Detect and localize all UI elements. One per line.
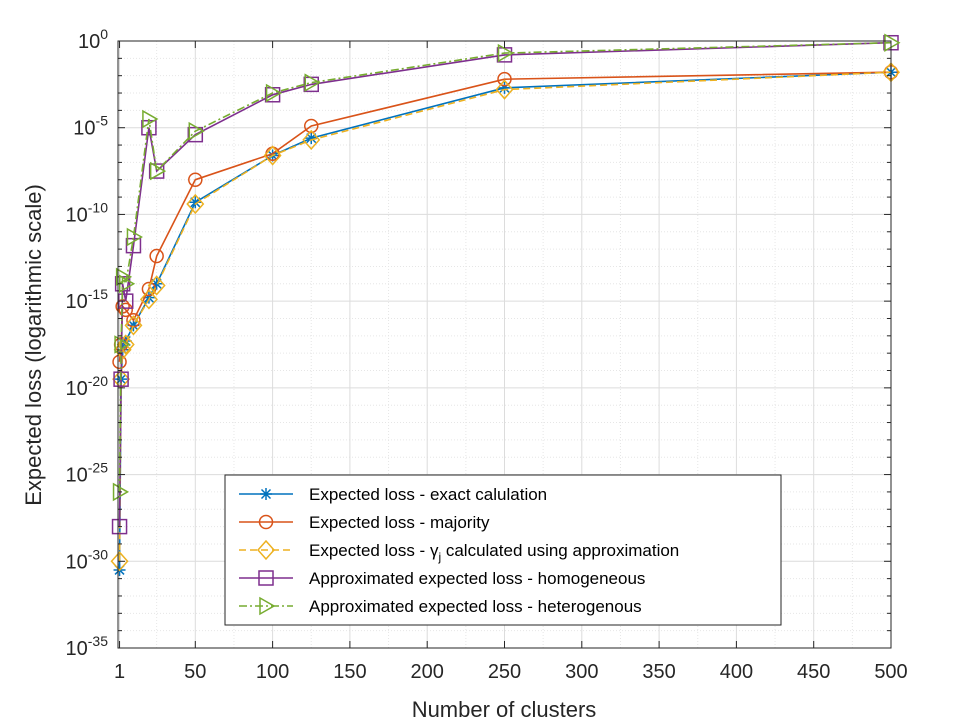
legend-label: Expected loss - γj calculated using appr…: [309, 541, 679, 564]
x-tick-label: 500: [874, 661, 907, 683]
x-axis-label: Number of clusters: [412, 697, 597, 722]
data-point: [497, 43, 515, 63]
data-point: [147, 275, 166, 296]
data-point: [265, 83, 283, 103]
data-point: [188, 121, 205, 141]
legend-label: Approximated expected loss - homogeneous: [309, 569, 645, 588]
data-point: [186, 193, 205, 215]
data-point: [304, 73, 321, 92]
x-tick-labels: 1 50 100 150 200 250 300 350 400 450 500: [114, 661, 908, 683]
y-tick-label: 10-5: [73, 113, 108, 140]
data-point: [111, 518, 128, 535]
data-point: [189, 196, 202, 209]
data-point: [142, 109, 159, 129]
legend-marker: [256, 539, 276, 561]
legend-label: Approximated expected loss - heterogenou…: [309, 597, 642, 616]
y-tick-label: 10-30: [66, 546, 109, 573]
x-tick-label: 150: [333, 661, 366, 683]
legend-label: Expected loss - majority: [309, 513, 490, 532]
y-tick-label: 10-20: [66, 373, 109, 400]
x-tick-label: 250: [488, 661, 521, 683]
data-point: [304, 118, 319, 134]
y-tick-labels: 100 10-5 10-10 10-15 10-20 10-25 10-30 10-35: [66, 26, 109, 660]
x-tick-label: 200: [411, 661, 444, 683]
data-point: [149, 248, 164, 264]
series-line: [118, 71, 892, 562]
y-tick-label: 10-25: [66, 460, 109, 487]
legend-marker: [259, 596, 276, 616]
legend-marker: [258, 570, 274, 586]
y-tick-label: 100: [78, 26, 108, 53]
data-point: [305, 132, 318, 145]
data-point: [126, 227, 143, 247]
data-point: [118, 302, 133, 318]
data-point: [114, 335, 131, 354]
data-point: [884, 33, 901, 53]
axes: [117, 40, 892, 649]
series-5: [112, 33, 901, 502]
x-tick-label: 100: [256, 661, 289, 683]
data-point: [110, 551, 129, 572]
data-point: [302, 129, 321, 150]
data-point: [112, 482, 130, 502]
legend-marker: [260, 488, 272, 500]
x-tick-label: 1: [114, 661, 125, 683]
data-point: [139, 289, 158, 310]
data-point: [187, 126, 204, 143]
y-axis-label: Expected loss (logarithmic scale): [21, 184, 46, 506]
x-tick-label: 400: [720, 661, 753, 683]
y-tick-label: 10-15: [66, 286, 109, 313]
x-tick-label: 450: [797, 661, 830, 683]
data-point: [115, 267, 133, 287]
x-tick-label: 50: [184, 661, 206, 683]
y-tick-label: 10-10: [66, 199, 109, 226]
data-point: [113, 339, 132, 360]
legend-box: [224, 474, 782, 626]
data-point: [149, 161, 167, 181]
data-point: [263, 145, 282, 166]
legend-label: Expected loss - exact calulation: [309, 485, 547, 504]
y-tick-label: 10-35: [66, 633, 109, 660]
legend-marker: [258, 514, 274, 530]
x-tick-label: 300: [565, 661, 598, 683]
data-point: [495, 79, 514, 100]
data-point: [124, 315, 143, 336]
legend: Expected loss - exact calulation Expected…: [224, 474, 782, 626]
data-point: [142, 291, 155, 304]
data-point: [188, 172, 203, 187]
data-point: [127, 319, 140, 332]
series-line: [118, 41, 892, 492]
x-tick-label: 350: [642, 661, 675, 683]
data-point: [497, 71, 512, 87]
data-point: [498, 81, 511, 94]
